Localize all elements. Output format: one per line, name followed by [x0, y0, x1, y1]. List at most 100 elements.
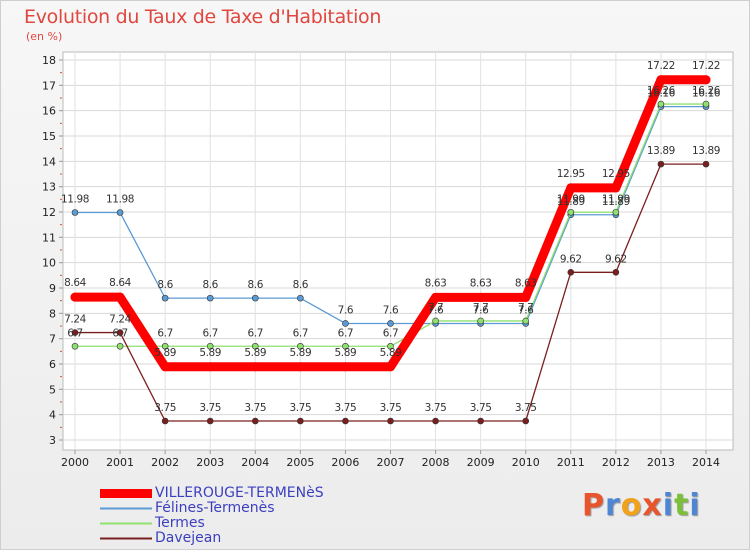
data-label-2: 6.7: [112, 327, 128, 339]
series-point-0: [340, 362, 350, 372]
data-label-1: 16.16: [647, 88, 676, 100]
data-label-1: 11.98: [106, 194, 134, 206]
data-label-1: 8.6: [157, 279, 173, 291]
x-tick-label: 2002: [151, 456, 179, 469]
series-point-2: [657, 100, 665, 108]
x-tick-label: 2008: [422, 456, 450, 469]
y-tick-label: 7: [49, 333, 56, 346]
data-label-3: 3.75: [380, 402, 402, 414]
series-point-0: [656, 75, 666, 85]
data-label-0: 8.63: [515, 277, 537, 289]
series-point-1: [387, 320, 394, 327]
data-label-3: 3.75: [154, 402, 176, 414]
legend-swatch-felines: [100, 501, 152, 516]
y-tick-label: 14: [42, 155, 56, 168]
series-point-3: [432, 417, 439, 425]
x-tick-label: 2014: [692, 456, 720, 469]
series-point-3: [116, 329, 124, 336]
series-point-3: [161, 417, 169, 425]
series-point-2: [477, 317, 484, 325]
series-point-2: [432, 317, 439, 325]
data-label-3: 3.75: [199, 402, 221, 414]
legend-label-termes: Termes: [155, 515, 205, 531]
series-point-0: [611, 183, 621, 193]
series-point-1: [71, 209, 79, 216]
data-label-0: 5.89: [199, 347, 221, 359]
data-label-3: 9.62: [560, 253, 582, 265]
legend-label-davejean: Davejean: [155, 530, 222, 546]
data-label-3: 7.24: [64, 314, 86, 326]
data-label-0: 8.63: [425, 277, 447, 289]
logo-letter: t: [674, 488, 690, 523]
data-label-3: 3.75: [425, 402, 447, 414]
data-label-2: 6.7: [338, 327, 354, 339]
logo-letter: x: [642, 488, 663, 523]
series-point-0: [476, 292, 486, 302]
data-label-1: 11.98: [61, 194, 89, 206]
series-point-3: [522, 417, 530, 425]
y-tick-label: 12: [42, 206, 56, 219]
data-label-0: 5.89: [289, 347, 311, 359]
legend-swatch-termes: [100, 516, 152, 531]
logo-letter: r: [605, 488, 621, 523]
data-label-1: 11.89: [557, 196, 585, 208]
series-point-2: [612, 208, 620, 216]
series-point-2: [702, 100, 710, 108]
data-label-0: 8.64: [109, 277, 131, 289]
data-label-2: 16.26: [692, 85, 721, 97]
series-point-0: [160, 362, 170, 372]
series-point-3: [612, 268, 620, 276]
series-point-2: [71, 342, 79, 350]
legend-swatch-davejean: [100, 531, 152, 546]
x-tick-label: 2004: [241, 456, 269, 469]
data-label-1: 8.6: [293, 279, 309, 291]
plot-area: [62, 51, 734, 451]
series-point-2: [206, 342, 214, 350]
data-label-3: 3.75: [335, 402, 357, 414]
data-label-3: 3.75: [470, 402, 492, 414]
y-tick-label: 9: [49, 282, 56, 295]
series-point-3: [387, 417, 394, 425]
data-label-0: 12.95: [602, 168, 630, 180]
x-tick-label: 2010: [512, 456, 540, 469]
x-tick-label: 2005: [286, 456, 314, 469]
data-label-1: 11.89: [602, 196, 630, 208]
data-label-2: 6.7: [383, 327, 399, 339]
x-tick-label: 2012: [602, 456, 630, 469]
data-label-3: 13.89: [692, 145, 720, 157]
data-label-3: 3.75: [515, 402, 537, 414]
logo-letter: P: [582, 488, 605, 523]
series-point-1: [206, 294, 214, 302]
data-label-0: 5.89: [244, 347, 266, 359]
data-label-1: 7.6: [473, 304, 489, 316]
series-point-3: [702, 160, 710, 168]
data-label-2: 6.7: [67, 327, 83, 339]
series-point-2: [567, 208, 575, 216]
logo-letter: i: [662, 488, 675, 523]
series-point-2: [342, 342, 349, 350]
chart-title: Evolution du Taux de Taxe d'Habitation: [24, 6, 382, 28]
data-label-0: 5.89: [154, 347, 176, 359]
series-point-1: [251, 294, 259, 302]
series-point-3: [342, 417, 349, 425]
data-label-0: 8.63: [470, 277, 492, 289]
series-point-1: [297, 294, 304, 302]
y-tick-label: 15: [42, 130, 56, 143]
x-tick-label: 2003: [196, 456, 224, 469]
series-point-3: [206, 417, 214, 425]
data-label-2: 7.7: [473, 302, 489, 314]
data-label-3: 3.75: [244, 402, 266, 414]
proxiti-logo: Proxiti: [582, 488, 701, 523]
data-label-3: 3.75: [289, 402, 311, 414]
data-label-0: 8.64: [64, 277, 86, 289]
y-tick-label: 3: [49, 434, 56, 447]
series-point-3: [477, 417, 484, 425]
y-tick-label: 4: [49, 409, 56, 422]
data-label-2: 6.7: [248, 327, 264, 339]
y-tick-label: 13: [42, 181, 56, 194]
series-point-2: [387, 342, 394, 350]
data-label-2: 7.7: [518, 302, 534, 314]
data-label-3: 9.62: [605, 253, 627, 265]
series-point-3: [251, 417, 259, 425]
series-point-3: [297, 417, 304, 425]
